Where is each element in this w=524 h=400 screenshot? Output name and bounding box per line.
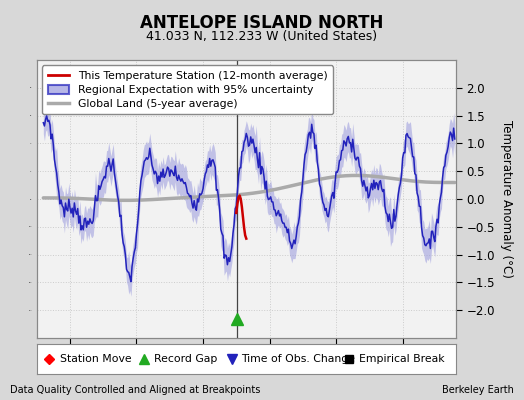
Text: Record Gap: Record Gap	[154, 354, 217, 364]
Text: Berkeley Earth: Berkeley Earth	[442, 385, 514, 395]
Text: Data Quality Controlled and Aligned at Breakpoints: Data Quality Controlled and Aligned at B…	[10, 385, 261, 395]
Legend: This Temperature Station (12-month average), Regional Expectation with 95% uncer: This Temperature Station (12-month avera…	[42, 66, 333, 114]
Text: Station Move: Station Move	[60, 354, 132, 364]
Y-axis label: Temperature Anomaly (°C): Temperature Anomaly (°C)	[500, 120, 514, 278]
Text: 41.033 N, 112.233 W (United States): 41.033 N, 112.233 W (United States)	[146, 30, 378, 43]
Text: Empirical Break: Empirical Break	[358, 354, 444, 364]
Text: Time of Obs. Change: Time of Obs. Change	[241, 354, 355, 364]
Text: ANTELOPE ISLAND NORTH: ANTELOPE ISLAND NORTH	[140, 14, 384, 32]
